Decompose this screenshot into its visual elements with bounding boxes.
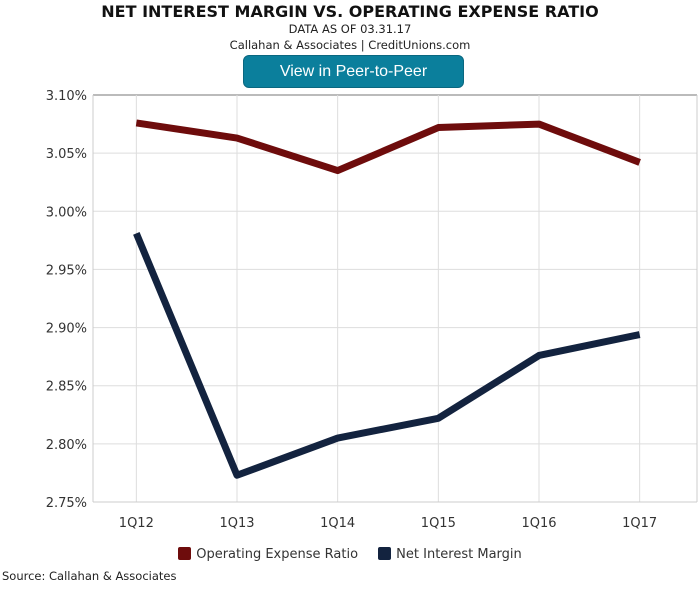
- series-line-operating-expense-ratio: [135, 119, 641, 175]
- y-tick-label: 2.75%: [46, 496, 87, 511]
- plot-area: 3.10% 3.05% 3.00% 2.95% 2.90% 2.85% 2.80% 2.75%…: [46, 89, 698, 531]
- chart-credit: Callahan & Associates | CreditUnions.com: [229, 38, 471, 52]
- source-note: Source: Callahan & Associates: [2, 569, 177, 583]
- legend-item-operating-expense-ratio[interactable]: Operating Expense Ratio: [178, 547, 358, 562]
- legend-label: Net Interest Margin: [396, 547, 522, 562]
- x-tick-label: 1Q13: [219, 516, 254, 531]
- x-tick-label: 1Q16: [521, 516, 556, 531]
- chart-subtitle: DATA AS OF 03.31.17: [288, 22, 412, 36]
- y-tick-label: 2.95%: [46, 263, 87, 278]
- series-line-net-interest-margin: [133, 232, 641, 479]
- y-tick-label: 2.80%: [46, 438, 87, 453]
- legend: Operating Expense Ratio Net Interest Mar…: [0, 547, 700, 562]
- y-tick-label: 3.10%: [46, 89, 87, 104]
- legend-swatch: [378, 547, 392, 560]
- y-tick-label: 2.90%: [46, 322, 87, 337]
- legend-swatch: [178, 547, 192, 560]
- x-tick-label: 1Q15: [421, 516, 456, 531]
- y-tick-label: 3.00%: [46, 205, 87, 220]
- x-tick-label: 1Q14: [320, 516, 355, 531]
- y-tick-label: 3.05%: [46, 147, 87, 162]
- legend-label: Operating Expense Ratio: [196, 547, 359, 562]
- legend-item-net-interest-margin[interactable]: Net Interest Margin: [378, 547, 522, 562]
- chart-title: NET INTEREST MARGIN VS. OPERATING EXPENS…: [101, 2, 599, 21]
- x-tick-label: 1Q12: [119, 516, 154, 531]
- x-tick-label: 1Q17: [622, 516, 657, 531]
- view-in-peer-to-peer-button[interactable]: View in Peer-to-Peer: [243, 55, 464, 88]
- y-tick-label: 2.85%: [46, 380, 87, 395]
